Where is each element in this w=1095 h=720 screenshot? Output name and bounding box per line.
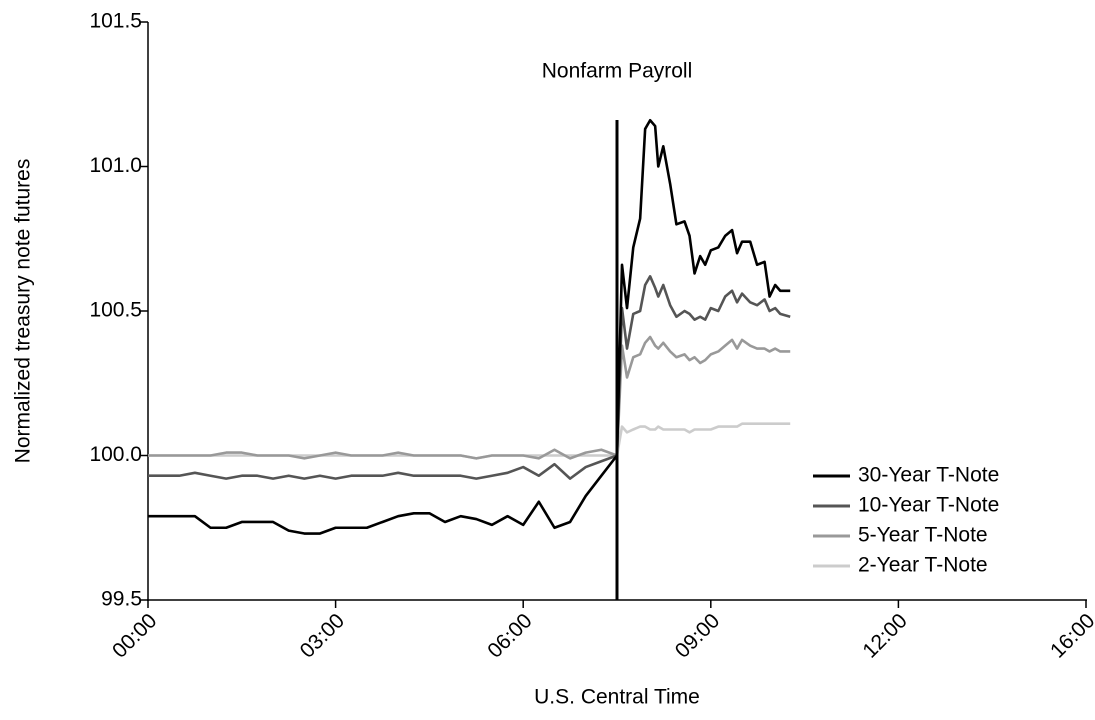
series-line: [148, 335, 791, 460]
y-axis-label: Normalized treasury note futures: [12, 159, 35, 464]
x-tick-label: 00:00: [108, 609, 161, 662]
legend-label: 2-Year T-Note: [858, 554, 988, 577]
x-axis-label: U.S. Central Time: [534, 686, 700, 709]
y-tick-label: 100.5: [89, 299, 142, 322]
x-tick-label: 03:00: [296, 609, 349, 662]
legend-label: 30-Year T-Note: [858, 464, 999, 487]
x-tick-label: 12:00: [858, 609, 911, 662]
y-tick-label: 101.0: [89, 154, 142, 177]
series-line: [148, 422, 791, 460]
series-line: [148, 118, 791, 535]
x-tick-label: 06:00: [483, 609, 536, 662]
y-tick-label: 100.0: [89, 443, 142, 466]
y-tick-label: 101.5: [89, 10, 142, 33]
x-tick-label: 09:00: [671, 609, 724, 662]
series-line: [148, 275, 791, 480]
legend-label: 5-Year T-Note: [858, 524, 988, 547]
x-tick-label: 16:00: [1046, 609, 1095, 662]
legend-label: 10-Year T-Note: [858, 494, 999, 517]
y-tick-label: 99.5: [101, 588, 142, 611]
annotation: Nonfarm Payroll: [542, 60, 693, 83]
